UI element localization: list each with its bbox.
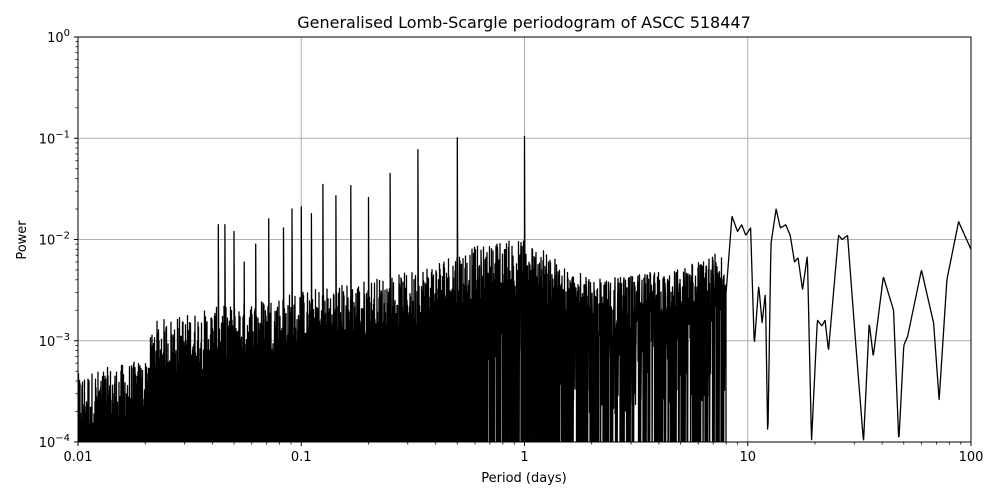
periodogram-line (78, 135, 971, 442)
y-axis-ticks: 100 10−1 10−2 10−3 10−4 (39, 28, 78, 451)
chart-title: Generalised Lomb-Scargle periodogram of … (297, 13, 751, 32)
x-axis-ticks: 0.01 0.1 1 10 100 (64, 442, 984, 465)
y-tick-label: 10−2 (39, 231, 70, 249)
y-tick-label: 100 (47, 28, 70, 46)
x-axis-label: Period (days) (481, 471, 567, 486)
x-tick-label: 10 (739, 450, 756, 465)
y-axis-label: Power (15, 220, 30, 260)
x-tick-label: 100 (959, 450, 984, 465)
y-tick-label: 10−4 (39, 433, 70, 451)
x-tick-label: 0.01 (64, 450, 93, 465)
y-tick-label: 10−1 (39, 129, 70, 147)
x-tick-label: 0.1 (291, 450, 312, 465)
x-tick-label: 1 (520, 450, 528, 465)
y-tick-label: 10−3 (39, 332, 70, 350)
